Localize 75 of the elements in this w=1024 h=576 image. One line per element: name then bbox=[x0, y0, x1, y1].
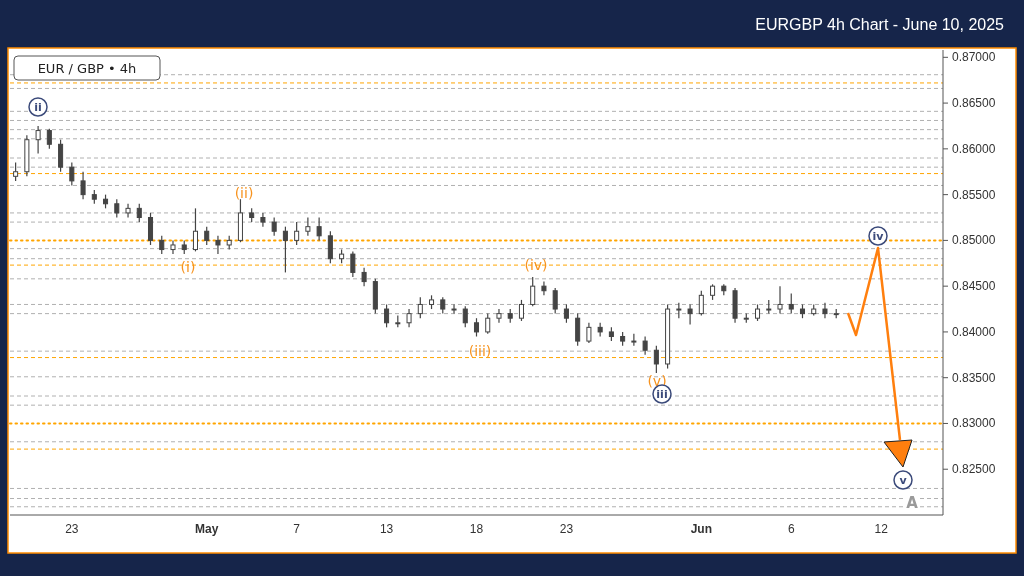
candlestick bbox=[136, 203, 142, 223]
candlestick bbox=[80, 171, 86, 200]
chart-title: EURGBP 4h Chart - June 10, 2025 bbox=[755, 16, 1005, 33]
candlestick bbox=[417, 296, 423, 319]
candlestick bbox=[305, 216, 311, 237]
y-tick-label: 0.85500 bbox=[952, 187, 996, 202]
annotation: (i) bbox=[180, 259, 196, 275]
candlestick bbox=[788, 292, 794, 315]
candlestick bbox=[35, 125, 41, 155]
candlestick bbox=[642, 335, 648, 356]
x-tick-label: 6 bbox=[787, 522, 795, 536]
candlestick bbox=[530, 276, 536, 307]
x-tick-label: 7 bbox=[293, 522, 301, 536]
candlestick bbox=[496, 308, 502, 324]
candlestick bbox=[541, 280, 547, 296]
y-tick-label: 0.86000 bbox=[952, 141, 996, 156]
candlestick bbox=[114, 198, 120, 219]
text: EUR / GBP • 4h bbox=[37, 61, 137, 76]
candlestick bbox=[631, 333, 637, 347]
candlestick bbox=[350, 250, 356, 278]
candlestick bbox=[260, 212, 266, 228]
candlestick bbox=[327, 230, 333, 264]
candlestick bbox=[170, 239, 176, 255]
candlestick bbox=[282, 226, 288, 274]
candlestick bbox=[822, 302, 828, 319]
candlestick bbox=[204, 226, 210, 246]
annotation: v bbox=[899, 474, 908, 487]
candlestick bbox=[46, 128, 52, 150]
candlestick bbox=[361, 267, 367, 287]
candlestick bbox=[575, 313, 581, 347]
y-tick-label: 0.83000 bbox=[952, 416, 996, 431]
y-tick-label: 0.84000 bbox=[952, 324, 996, 339]
candlestick bbox=[13, 161, 19, 182]
y-tick-label: 0.86500 bbox=[952, 96, 996, 111]
candlestick bbox=[58, 139, 64, 173]
x-tick-label: 18 bbox=[469, 522, 484, 536]
candlestick bbox=[698, 290, 704, 317]
candlestick bbox=[462, 305, 468, 328]
candlestick bbox=[552, 287, 558, 315]
annotation: (v) bbox=[647, 373, 667, 389]
y-tick-label: 0.85000 bbox=[952, 233, 996, 248]
candlestick bbox=[777, 285, 783, 315]
candlestick bbox=[586, 322, 592, 344]
x-tick-label: Jun bbox=[690, 522, 712, 536]
x-tick-label: 23 bbox=[65, 522, 79, 536]
annotation: (ii) bbox=[234, 185, 254, 201]
candlestick bbox=[451, 303, 457, 315]
x-tick-label: 23 bbox=[559, 522, 574, 536]
candlestick bbox=[294, 221, 300, 246]
annotation: ii bbox=[34, 101, 42, 114]
candlestick bbox=[687, 303, 693, 326]
candlestick bbox=[406, 308, 412, 328]
candlestick bbox=[69, 161, 75, 187]
annotation: (iii) bbox=[468, 343, 492, 359]
x-tick-label: May bbox=[195, 522, 219, 536]
x-tick-label: 13 bbox=[379, 522, 394, 536]
candlestick bbox=[473, 317, 480, 338]
annotation: (iv) bbox=[524, 257, 548, 273]
y-tick-label: 0.82500 bbox=[952, 462, 996, 477]
candlestick bbox=[316, 216, 322, 241]
candlestick bbox=[271, 216, 277, 237]
candlestick bbox=[159, 235, 165, 255]
candlestick bbox=[215, 235, 221, 255]
candlestick bbox=[147, 212, 154, 246]
y-tick-label: 0.83500 bbox=[952, 370, 996, 385]
candlestick bbox=[384, 303, 390, 328]
candlestick bbox=[518, 299, 524, 322]
candlestick bbox=[563, 303, 569, 324]
y-tick-label: 0.87000 bbox=[952, 50, 996, 65]
candlestick bbox=[485, 313, 491, 335]
y-tick-label: 0.84500 bbox=[952, 279, 996, 294]
candlestick bbox=[192, 207, 198, 252]
candlestick bbox=[653, 345, 659, 374]
candlestick bbox=[125, 203, 131, 219]
x-tick-label: 12 bbox=[874, 522, 889, 536]
